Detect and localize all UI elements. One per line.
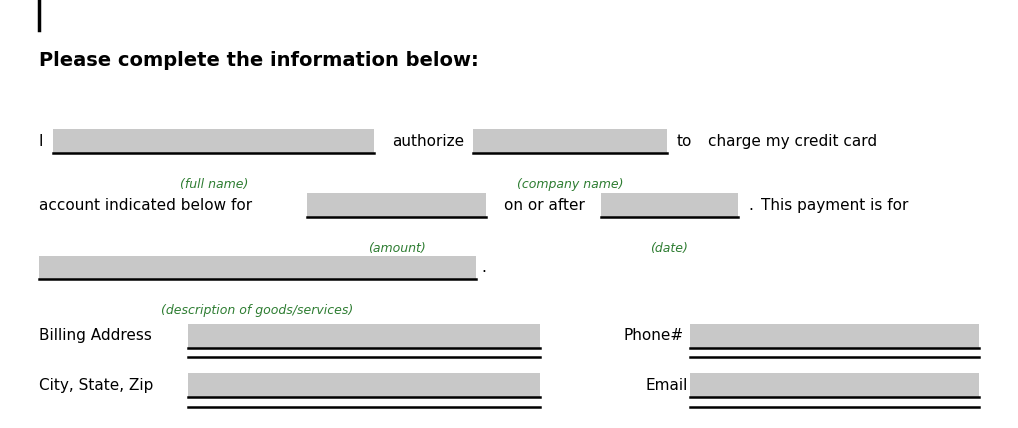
- Text: .: .: [748, 198, 753, 213]
- Text: account indicated below for: account indicated below for: [39, 198, 251, 213]
- Bar: [307, 193, 486, 217]
- Text: (description of goods/services): (description of goods/services): [162, 304, 353, 317]
- Text: (amount): (amount): [369, 242, 426, 255]
- Bar: [188, 373, 540, 397]
- Bar: [188, 324, 540, 348]
- Text: authorize: authorize: [392, 134, 464, 149]
- Bar: [39, 256, 476, 279]
- Text: charge my credit card: charge my credit card: [708, 134, 876, 149]
- Bar: [53, 129, 374, 153]
- Text: (date): (date): [649, 242, 688, 255]
- Text: on or after: on or after: [504, 198, 584, 213]
- Text: City, State, Zip: City, State, Zip: [39, 377, 153, 393]
- Text: Email: Email: [645, 377, 688, 393]
- Text: (full name): (full name): [179, 178, 248, 190]
- Text: I: I: [39, 134, 43, 149]
- Text: Phone#: Phone#: [623, 328, 683, 344]
- Text: (company name): (company name): [517, 178, 623, 190]
- Bar: [601, 193, 738, 217]
- Text: .: .: [482, 260, 487, 275]
- Bar: [473, 129, 667, 153]
- Text: Billing Address: Billing Address: [39, 328, 152, 344]
- Text: This payment is for: This payment is for: [761, 198, 909, 213]
- Text: to: to: [677, 134, 692, 149]
- Bar: [690, 373, 979, 397]
- Bar: [690, 324, 979, 348]
- Text: Please complete the information below:: Please complete the information below:: [39, 51, 478, 70]
